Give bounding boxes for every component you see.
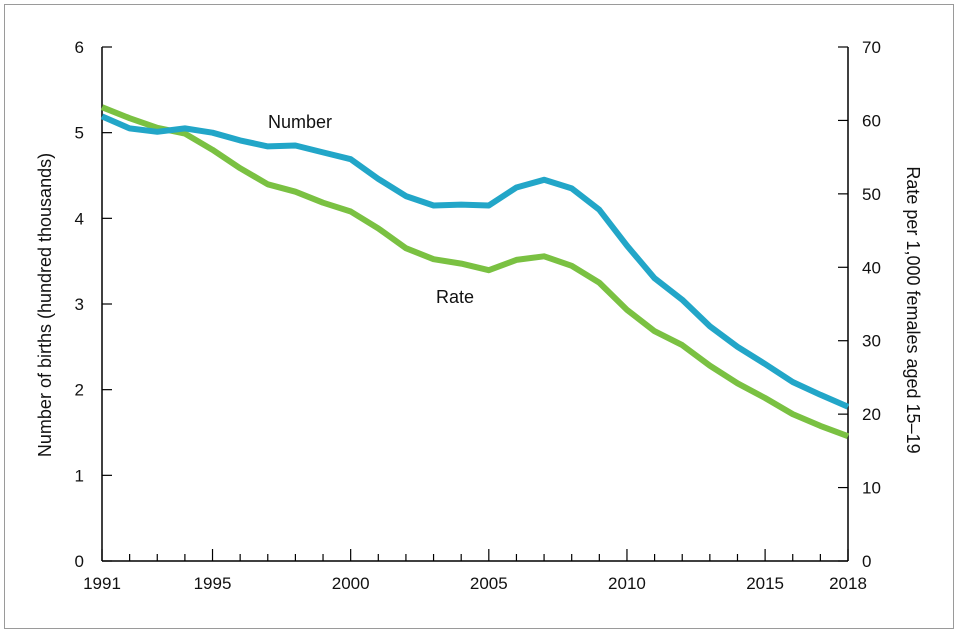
y-tick-label-left: 4	[75, 209, 84, 228]
series-line-rate	[100, 104, 850, 440]
y-tick-label-right: 50	[862, 185, 881, 204]
y-tick-label-left: 5	[75, 124, 84, 143]
y-tick-label-right: 30	[862, 332, 881, 351]
y-axis-title-right: Rate per 1,000 females aged 15–19	[903, 166, 923, 453]
series-label-rate: Rate	[436, 287, 474, 307]
y-tick-label-left: 0	[75, 552, 84, 571]
x-tick-label: 2015	[746, 574, 784, 593]
y-tick-label-right: 20	[862, 405, 881, 424]
series-lines	[100, 104, 850, 440]
x-tick-label: 2018	[829, 574, 867, 593]
chart-frame	[4, 4, 954, 629]
y-axis-title-left: Number of births (hundred thousands)	[35, 153, 55, 457]
y-tick-label-left: 3	[75, 295, 84, 314]
y-tick-label-left: 6	[75, 38, 84, 57]
x-tick-label: 1991	[83, 574, 121, 593]
y-tick-label-right: 40	[862, 258, 881, 277]
y-tick-label-right: 70	[862, 38, 881, 57]
x-tick-label: 2010	[608, 574, 646, 593]
series-label-number: Number	[268, 112, 332, 132]
y-tick-label-left: 1	[75, 466, 84, 485]
x-tick-label: 2000	[332, 574, 370, 593]
x-tick-label: 2005	[470, 574, 508, 593]
y-tick-label-left: 2	[75, 381, 84, 400]
series-line-number	[100, 113, 850, 410]
y-tick-label-right: 60	[862, 111, 881, 130]
axes: 1991 1995 2000 2005 2010 2015 2018012345601020…	[75, 38, 881, 593]
y-tick-label-right: 0	[862, 552, 871, 571]
y-tick-label-right: 10	[862, 479, 881, 498]
x-tick-label: 1995	[194, 574, 232, 593]
